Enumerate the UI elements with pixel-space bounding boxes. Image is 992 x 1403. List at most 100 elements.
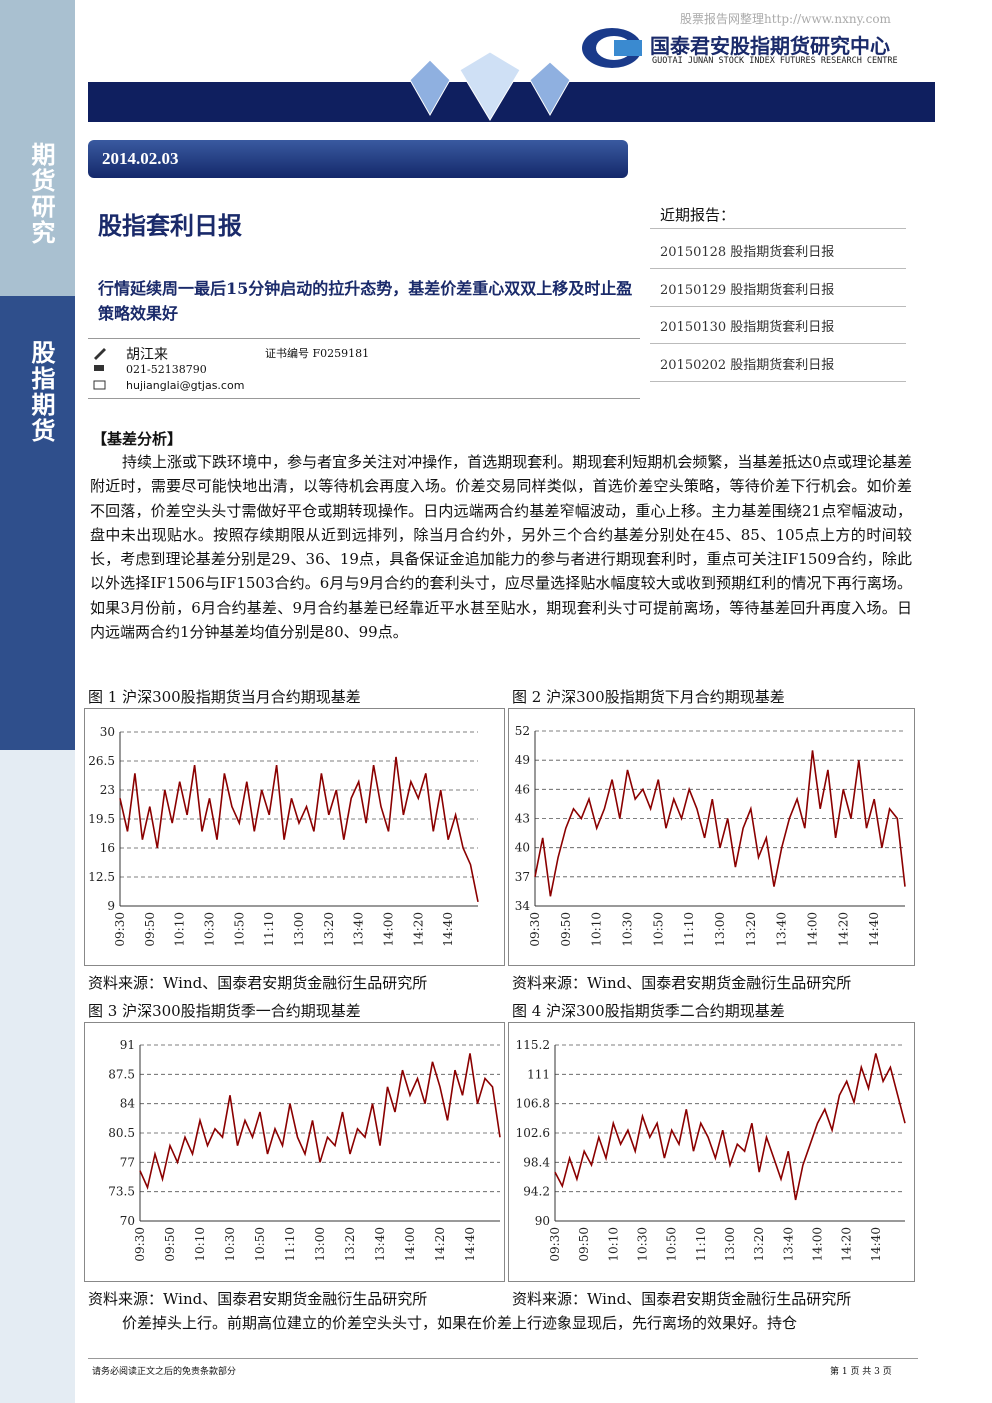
chart-source: 资料来源：Wind、国泰君安期货金融衍生品研究所 — [512, 1290, 852, 1308]
chart-title: 图 2 沪深300股指期货下月合约期现基差 — [512, 688, 785, 706]
x-tick-label: 13:00 — [713, 912, 727, 947]
x-tick-label: 10:50 — [665, 1227, 679, 1262]
x-tick-label: 13:40 — [781, 1227, 795, 1262]
x-tick-label: 11:10 — [283, 1227, 297, 1262]
y-tick-label: 94.2 — [523, 1185, 550, 1199]
y-tick-label: 84 — [120, 1097, 136, 1111]
y-tick-label: 9 — [107, 899, 115, 913]
x-tick-label: 14:20 — [840, 1227, 854, 1262]
sidebar-bottom — [0, 750, 75, 1403]
x-tick-label: 10:10 — [590, 912, 604, 947]
author-name: 胡江来 — [126, 347, 168, 363]
y-tick-label: 16 — [100, 841, 115, 855]
x-tick-label: 14:00 — [811, 1227, 825, 1262]
chart-source: 资料来源：Wind、国泰君安期货金融衍生品研究所 — [88, 974, 428, 992]
y-tick-label: 43 — [515, 812, 530, 826]
author-email: hujianglai@gtjas.com — [126, 379, 245, 392]
chart-title: 图 4 沪深300股指期货季二合约期现基差 — [512, 1002, 785, 1020]
contact-icons — [93, 348, 106, 390]
logo-icon — [582, 28, 642, 68]
y-tick-label: 73.5 — [108, 1185, 135, 1199]
x-tick-label: 14:40 — [441, 912, 455, 947]
footer-page: 第 1 页 共 3 页 — [830, 1367, 892, 1377]
y-tick-label: 111 — [527, 1067, 550, 1081]
x-tick-label: 09:50 — [559, 912, 573, 947]
chart-frame — [84, 1022, 505, 1282]
x-tick-label: 09:30 — [113, 912, 127, 947]
x-tick-label: 09:30 — [133, 1227, 147, 1262]
title: 股指套利日报 — [98, 211, 242, 240]
logo-english: GUOTAI JUNAN STOCK INDEX FUTURES RESEARC… — [652, 56, 898, 66]
divider — [88, 338, 640, 339]
data-line — [534, 750, 906, 897]
footer-line — [88, 1358, 918, 1359]
chart-frame — [84, 708, 505, 966]
y-tick-label: 106.8 — [516, 1097, 550, 1111]
y-tick-label: 87.5 — [108, 1067, 135, 1081]
chart: 90 94.2 98.4 102.6 106.8 111 115.2 09:30 09:50 10… — [508, 1022, 915, 1282]
x-tick-label: 10:10 — [193, 1227, 207, 1262]
x-tick-label: 13:20 — [322, 912, 336, 947]
x-tick-label: 11:10 — [262, 912, 276, 947]
paragraph: 持续上涨或下跌环境中，参与者宜多关注对冲操作，首选期现套利。期现套利短期机会频繁… — [90, 453, 912, 642]
chart-frame — [508, 1022, 915, 1282]
x-tick-label: 10:50 — [253, 1227, 267, 1262]
y-tick-label: 115.2 — [516, 1038, 550, 1052]
x-tick-label: 11:10 — [682, 912, 696, 947]
divider — [88, 398, 640, 399]
y-tick-label: 34 — [515, 899, 531, 913]
chart: 9 12.5 16 19.5 23 26.5 30 09:30 09:50 10:10 10:30 1… — [84, 708, 505, 966]
date: 2014.02.03 — [102, 149, 179, 168]
y-tick-label: 23 — [100, 783, 115, 797]
sidebar-middle — [0, 296, 75, 750]
x-tick-label: 09:50 — [577, 1227, 591, 1262]
x-tick-label: 09:50 — [163, 1227, 177, 1262]
recent-rule — [650, 305, 906, 307]
chart-source: 资料来源：Wind、国泰君安期货金融衍生品研究所 — [512, 974, 852, 992]
chart-source: 资料来源：Wind、国泰君安期货金融衍生品研究所 — [88, 1290, 428, 1308]
x-tick-label: 09:30 — [528, 912, 542, 947]
y-tick-label: 102.6 — [516, 1126, 550, 1140]
x-tick-label: 10:30 — [621, 912, 635, 947]
chart: 70 73.5 77 80.5 84 87.5 91 09:30 09:50 10:10 10:30… — [84, 1022, 505, 1282]
recent-rule — [650, 343, 906, 344]
y-tick-label: 12.5 — [88, 870, 115, 884]
author-cert: 证书编号 F0259181 — [265, 347, 370, 360]
y-tick-label: 37 — [515, 870, 530, 884]
x-tick-label: 14:00 — [806, 912, 820, 947]
x-tick-label: 13:20 — [752, 1227, 766, 1262]
y-tick-label: 70 — [120, 1214, 135, 1228]
x-tick-label: 13:00 — [313, 1227, 327, 1262]
y-tick-label: 80.5 — [108, 1126, 135, 1140]
x-tick-label: 10:10 — [606, 1227, 620, 1262]
diamonds — [409, 51, 571, 121]
x-tick-label: 13:00 — [292, 912, 306, 947]
sidebar-label: 期货研究 — [27, 142, 56, 246]
data-line — [119, 756, 479, 903]
chart-frame — [508, 708, 915, 966]
y-tick-label: 52 — [515, 724, 530, 738]
x-tick-label: 13:20 — [744, 912, 758, 947]
x-tick-label: 09:30 — [548, 1227, 562, 1262]
y-tick-label: 98.4 — [523, 1155, 550, 1169]
x-tick-label: 11:10 — [694, 1227, 708, 1262]
sidebar-label: 股指期货 — [27, 340, 56, 444]
x-tick-label: 10:30 — [203, 912, 217, 947]
x-tick-label: 13:00 — [723, 1227, 737, 1262]
recent-item: 20150130 股指期货套利日报 — [660, 320, 835, 335]
x-tick-label: 10:50 — [651, 912, 665, 947]
y-tick-label: 77 — [120, 1155, 135, 1169]
footer-disclaimer: 请务必阅读正文之后的免责条款部分 — [92, 1367, 237, 1377]
y-tick-label: 19.5 — [88, 812, 115, 826]
x-tick-label: 10:30 — [223, 1227, 237, 1262]
x-tick-label: 14:20 — [411, 912, 425, 947]
x-tick-label: 14:00 — [382, 912, 396, 947]
recent-heading: 近期报告： — [660, 206, 736, 224]
y-tick-label: 26.5 — [88, 754, 115, 768]
x-tick-label: 13:40 — [373, 1227, 387, 1262]
data-line — [139, 1053, 501, 1191]
x-tick-label: 13:40 — [775, 912, 789, 947]
watermark: 股票报告网整理http://www.nxny.com — [680, 12, 891, 26]
recent-item: 20150202 股指期货套利日报 — [660, 357, 835, 373]
